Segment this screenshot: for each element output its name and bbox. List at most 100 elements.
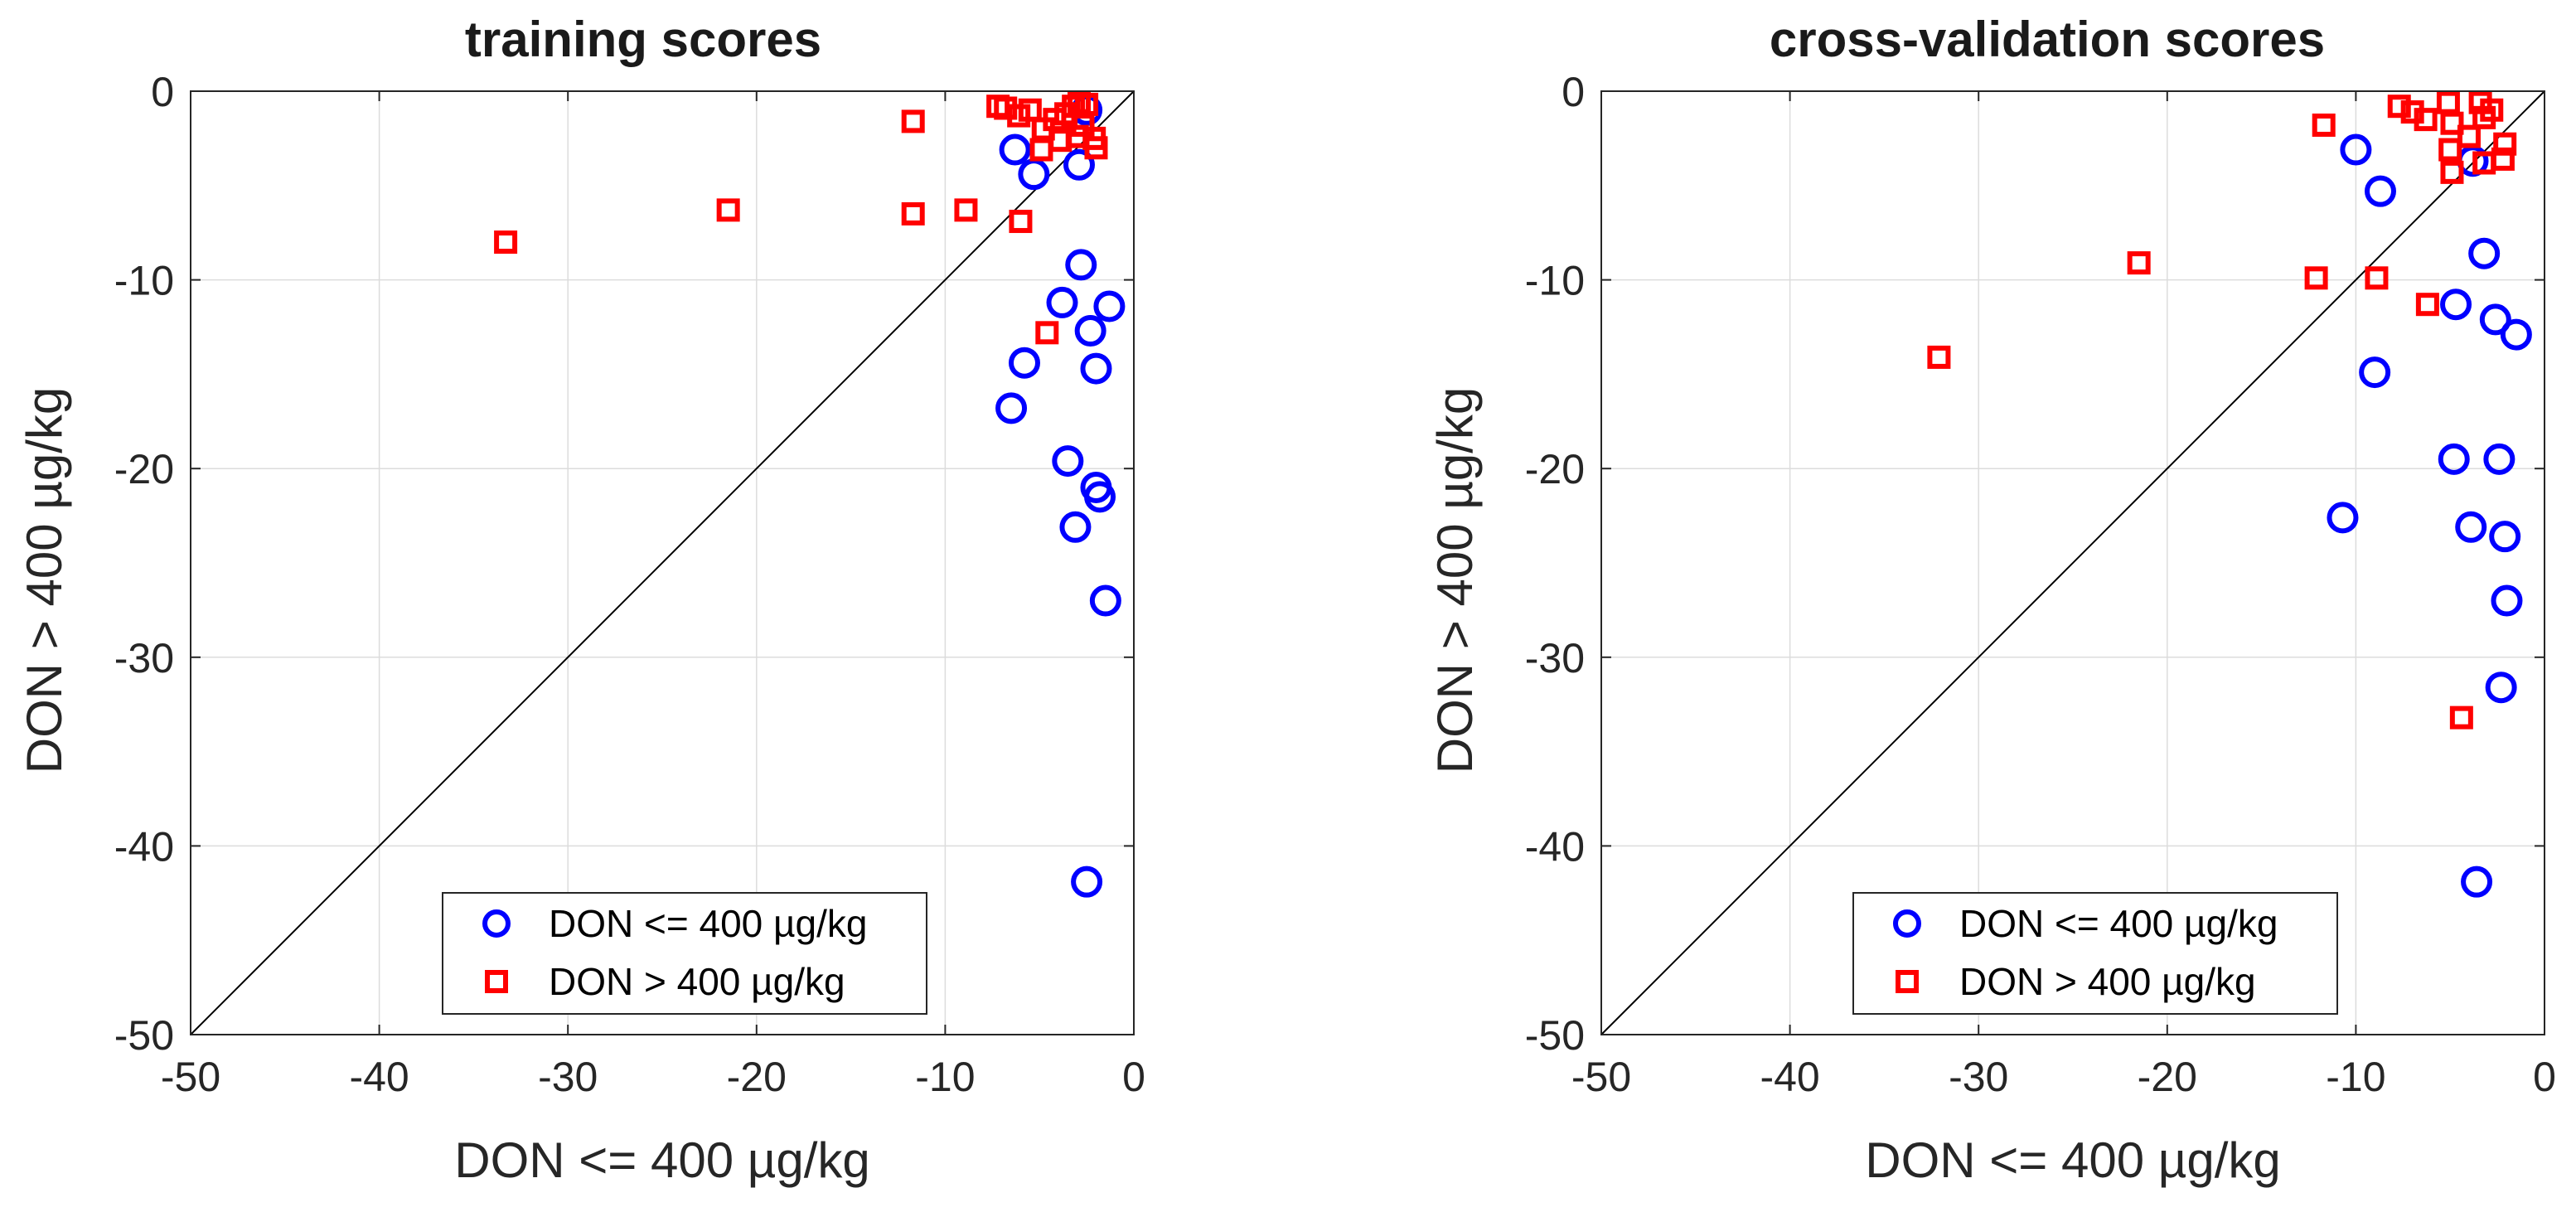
data-point-high bbox=[2127, 251, 2151, 275]
axes-box bbox=[1600, 90, 2545, 1035]
x-tick-label: -50 bbox=[1571, 1054, 1631, 1100]
x-tick-label: -10 bbox=[915, 1054, 975, 1100]
x-tick-label: 0 bbox=[2533, 1054, 2556, 1100]
data-point-high bbox=[2312, 113, 2336, 137]
data-point-low bbox=[2500, 318, 2532, 351]
data-point-high bbox=[2436, 90, 2460, 114]
data-point-high bbox=[2440, 160, 2464, 184]
data-point-low bbox=[2440, 288, 2472, 321]
legend-label-high: DON > 400 µg/kg bbox=[549, 960, 845, 1003]
data-point-low bbox=[2461, 865, 2493, 898]
y-tick-label: -10 bbox=[1525, 258, 1585, 304]
data-point-high bbox=[2472, 151, 2496, 175]
x-tick-label: -30 bbox=[538, 1054, 598, 1100]
legend-square-marker bbox=[485, 970, 508, 993]
x-tick-label: -10 bbox=[2326, 1054, 2385, 1100]
data-point-high bbox=[2457, 124, 2481, 148]
data-point-low bbox=[2489, 521, 2521, 553]
x-tick-label: -50 bbox=[161, 1054, 220, 1100]
data-point-low bbox=[2491, 584, 2523, 617]
data-point-high bbox=[2415, 293, 2439, 317]
data-point-low bbox=[2438, 443, 2470, 475]
x-tick-label: -20 bbox=[727, 1054, 787, 1100]
y-tick-label: -10 bbox=[114, 258, 174, 304]
reference-diagonal-line bbox=[190, 90, 1135, 1035]
legend-box bbox=[1852, 892, 2338, 1015]
data-point-high bbox=[1009, 210, 1033, 234]
y-axis-label: DON > 400 µg/kg bbox=[1427, 387, 1483, 773]
y-tick-label: -30 bbox=[1525, 635, 1585, 681]
axes-box bbox=[190, 90, 1135, 1035]
data-point-high bbox=[901, 201, 925, 225]
data-point-high bbox=[954, 198, 978, 222]
data-point-low bbox=[2327, 502, 2359, 534]
data-point-low bbox=[1071, 865, 1103, 898]
y-tick-label: -50 bbox=[114, 1012, 174, 1059]
legend-circle-marker bbox=[1893, 909, 1921, 938]
x-tick-label: -40 bbox=[349, 1054, 409, 1100]
x-tick-label: -40 bbox=[1760, 1054, 1819, 1100]
chart-title: cross-validation scores bbox=[1770, 12, 2325, 67]
tick-labels: -50 -40 -30 -20 -10 0 -50 -40 -30 -20 -10 0 bbox=[114, 69, 1145, 1100]
y-tick-label: -20 bbox=[1525, 446, 1585, 492]
y-tick-label: -20 bbox=[114, 446, 174, 492]
y-tick-label: -40 bbox=[114, 823, 174, 870]
data-point-high bbox=[2472, 105, 2496, 129]
data-point-high bbox=[2304, 266, 2328, 290]
x-tick-label: -20 bbox=[2138, 1054, 2197, 1100]
data-points bbox=[1927, 90, 2532, 898]
data-point-high bbox=[2493, 132, 2517, 156]
data-point-low bbox=[1059, 511, 1092, 543]
data-point-low bbox=[2364, 175, 2396, 207]
reference-diagonal-line bbox=[1600, 90, 2545, 1035]
data-point-low bbox=[1080, 352, 1112, 385]
data-point-high bbox=[1927, 345, 1951, 369]
data-point-high bbox=[2440, 111, 2464, 135]
gridlines bbox=[190, 90, 1135, 1035]
x-axis-label: DON <= 400 µg/kg bbox=[454, 1132, 870, 1188]
data-point-low bbox=[1093, 290, 1126, 322]
data-point-low bbox=[2468, 237, 2501, 269]
data-point-high bbox=[1035, 321, 1059, 345]
data-point-low bbox=[995, 392, 1028, 424]
cross-validation-scores-chart: cross-validation scores -50 -40 -30 -20 -10 0… bbox=[1427, 12, 2556, 1188]
data-point-high bbox=[2449, 705, 2473, 730]
data-point-low bbox=[1074, 315, 1106, 347]
tick-labels: -50 -40 -30 -20 -10 0 -50 -40 -30 -20 -10 0 bbox=[1525, 69, 2556, 1100]
x-axis-label: DON <= 400 µg/kg bbox=[1865, 1132, 2281, 1188]
data-point-high bbox=[901, 109, 925, 133]
legend: DON <= 400 µg/kg DON > 400 µg/kg bbox=[1852, 892, 2338, 1015]
data-point-low bbox=[1089, 584, 1121, 617]
data-point-low bbox=[1065, 249, 1097, 281]
data-point-high bbox=[716, 198, 740, 222]
legend-label-low: DON <= 400 µg/kg bbox=[549, 902, 868, 945]
data-point-low bbox=[2455, 511, 2487, 543]
data-point-high bbox=[1084, 136, 1108, 160]
chart-title: training scores bbox=[465, 12, 821, 67]
data-point-high bbox=[1029, 138, 1053, 162]
data-point-low bbox=[1008, 347, 1040, 379]
data-point-low bbox=[2479, 303, 2511, 336]
legend-label-low: DON <= 400 µg/kg bbox=[1959, 902, 2278, 945]
data-points bbox=[494, 90, 1126, 898]
y-tick-label: -50 bbox=[1525, 1012, 1585, 1059]
data-point-low bbox=[1084, 481, 1116, 513]
legend-square-marker bbox=[1896, 970, 1919, 993]
y-tick-label: -40 bbox=[1525, 823, 1585, 870]
data-point-low bbox=[999, 133, 1031, 166]
training-scores-chart: training scores -50 -40 -30 -20 -10 0 -50 -40 -3… bbox=[17, 12, 1145, 1188]
data-point-low bbox=[1046, 286, 1078, 318]
data-point-high bbox=[2387, 95, 2411, 119]
y-tick-label: 0 bbox=[1562, 69, 1585, 115]
legend: DON <= 400 µg/kg DON > 400 µg/kg bbox=[442, 892, 927, 1015]
data-point-high bbox=[2414, 108, 2438, 132]
data-point-high bbox=[2438, 138, 2462, 162]
data-point-high bbox=[2365, 266, 2389, 290]
data-point-low bbox=[1052, 445, 1084, 478]
data-point-low bbox=[2340, 133, 2372, 166]
x-tick-label: 0 bbox=[1122, 1054, 1145, 1100]
data-point-high bbox=[1007, 104, 1031, 128]
legend-circle-marker bbox=[482, 909, 511, 938]
data-point-low bbox=[2359, 356, 2391, 389]
